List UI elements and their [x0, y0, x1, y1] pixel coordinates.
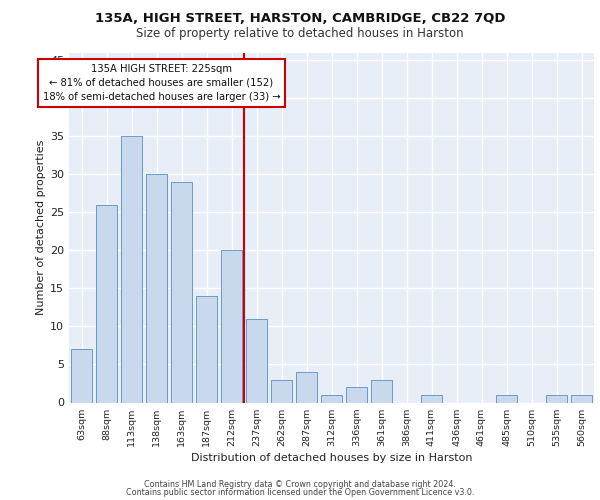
Bar: [271, 380, 292, 402]
Bar: [196, 296, 217, 403]
Text: 135A, HIGH STREET, HARSTON, CAMBRIDGE, CB22 7QD: 135A, HIGH STREET, HARSTON, CAMBRIDGE, C…: [95, 12, 505, 26]
Bar: [146, 174, 167, 402]
Bar: [421, 395, 442, 402]
Bar: [496, 395, 517, 402]
Text: Contains HM Land Registry data © Crown copyright and database right 2024.: Contains HM Land Registry data © Crown c…: [144, 480, 456, 489]
Text: Contains public sector information licensed under the Open Government Licence v3: Contains public sector information licen…: [126, 488, 474, 497]
Bar: [246, 319, 267, 402]
Bar: [71, 349, 92, 403]
Bar: [96, 204, 117, 402]
Bar: [346, 388, 367, 402]
Bar: [221, 250, 242, 402]
Bar: [321, 395, 342, 402]
Y-axis label: Number of detached properties: Number of detached properties: [36, 140, 46, 315]
Bar: [546, 395, 567, 402]
Bar: [571, 395, 592, 402]
Bar: [296, 372, 317, 402]
X-axis label: Distribution of detached houses by size in Harston: Distribution of detached houses by size …: [191, 453, 472, 463]
Bar: [171, 182, 192, 402]
Text: Size of property relative to detached houses in Harston: Size of property relative to detached ho…: [136, 28, 464, 40]
Bar: [371, 380, 392, 402]
Text: 135A HIGH STREET: 225sqm
← 81% of detached houses are smaller (152)
18% of semi-: 135A HIGH STREET: 225sqm ← 81% of detach…: [43, 64, 280, 102]
Bar: [121, 136, 142, 402]
